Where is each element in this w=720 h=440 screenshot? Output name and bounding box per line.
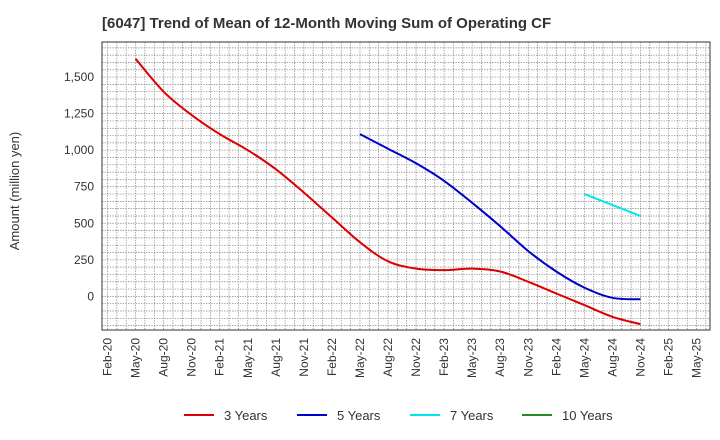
y-tick-label: 0 (87, 289, 94, 303)
x-tick-label: Feb-20 (101, 338, 115, 376)
x-tick-label: Feb-23 (437, 338, 451, 376)
y-tick-labels: 0 250 500 750 1,000 1,250 1,500 (64, 70, 94, 303)
x-tick-label: Aug-21 (269, 338, 283, 377)
series-line-5-years (359, 133, 641, 301)
x-tick-label: Nov-20 (185, 338, 199, 377)
y-tick-label: 1,500 (64, 70, 94, 84)
legend: 3 Years 5 Years 7 Years 10 Years (184, 408, 613, 423)
y-tick-label: 750 (74, 180, 94, 194)
series-lines (134, 58, 641, 326)
legend-label-7-years: 7 Years (450, 408, 494, 423)
x-tick-label: Aug-23 (493, 338, 507, 377)
x-tick-label: May-24 (577, 338, 591, 378)
y-tick-label: 1,250 (64, 107, 94, 121)
y-tick-label: 500 (74, 216, 94, 230)
series-line-7-years (584, 193, 641, 217)
x-tick-label: May-22 (353, 338, 367, 378)
x-tick-label: May-25 (690, 338, 704, 378)
x-tick-labels: Feb-20 May-20 Aug-20 Nov-20 Feb-21 May-21 Aug-… (101, 338, 704, 378)
y-tick-label: 250 (74, 253, 94, 267)
x-tick-label: May-21 (241, 338, 255, 378)
x-tick-label: Nov-21 (297, 338, 311, 377)
x-tick-label: Aug-20 (157, 338, 171, 377)
x-tick-label: May-23 (465, 338, 479, 378)
series-line-3-years (134, 58, 641, 326)
x-tick-label: Feb-21 (213, 338, 227, 376)
legend-label-3-years: 3 Years (224, 408, 268, 423)
x-tick-label: Feb-24 (549, 338, 563, 376)
x-tick-label: Nov-24 (633, 338, 647, 377)
x-tick-label: Feb-22 (325, 338, 339, 376)
y-axis-label: Amount (million yen) (7, 132, 22, 251)
plot-frame (101, 41, 711, 331)
x-tick-label: Nov-23 (521, 338, 535, 377)
legend-label-10-years: 10 Years (562, 408, 613, 423)
x-tick-label: Nov-22 (409, 338, 423, 377)
legend-label-5-years: 5 Years (337, 408, 381, 423)
x-tick-label: Aug-24 (605, 338, 619, 377)
y-tick-label: 1,000 (64, 143, 94, 157)
x-tick-label: May-20 (129, 338, 143, 378)
grid (102, 42, 710, 330)
x-tick-label: Feb-25 (662, 338, 676, 376)
chart-title: [6047] Trend of Mean of 12-Month Moving … (102, 15, 551, 32)
x-tick-label: Aug-22 (381, 338, 395, 377)
